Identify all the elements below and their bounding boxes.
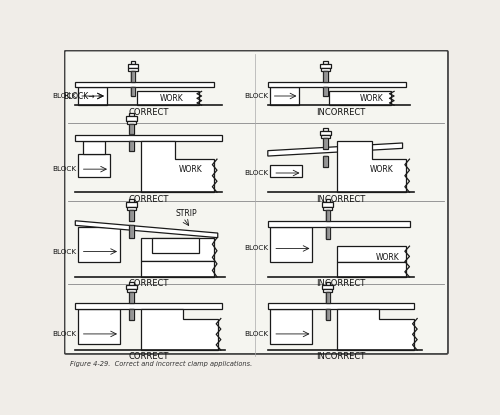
Bar: [78, 154, 110, 177]
Bar: [268, 82, 406, 87]
Bar: [129, 281, 134, 285]
Bar: [320, 131, 331, 135]
Bar: [323, 289, 332, 292]
Bar: [128, 63, 138, 68]
Bar: [128, 68, 138, 71]
Bar: [330, 91, 391, 105]
Bar: [127, 121, 136, 124]
Text: INCORRECT: INCORRECT: [316, 195, 366, 205]
Bar: [322, 285, 334, 289]
Polygon shape: [337, 309, 414, 350]
Bar: [326, 309, 330, 320]
Text: CORRECT: CORRECT: [128, 279, 168, 288]
Bar: [321, 68, 330, 71]
Bar: [76, 303, 222, 309]
Text: CORRECT: CORRECT: [128, 352, 168, 361]
Bar: [141, 261, 214, 277]
Bar: [323, 207, 332, 210]
Text: WORK: WORK: [370, 165, 394, 173]
Bar: [337, 261, 406, 277]
Bar: [130, 61, 136, 63]
Text: INCORRECT: INCORRECT: [316, 108, 366, 117]
Text: CORRECT: CORRECT: [128, 108, 168, 117]
Text: WORK: WORK: [160, 94, 184, 103]
Bar: [268, 303, 414, 309]
Bar: [322, 202, 334, 207]
Text: WORK: WORK: [179, 165, 203, 173]
Bar: [326, 210, 330, 221]
Bar: [78, 87, 107, 105]
Bar: [268, 221, 410, 227]
Bar: [321, 135, 330, 138]
Text: INCORRECT: INCORRECT: [316, 352, 366, 361]
Text: BLOCK: BLOCK: [52, 249, 76, 254]
Bar: [129, 141, 134, 151]
Bar: [129, 113, 134, 116]
Bar: [129, 210, 134, 221]
Bar: [270, 87, 300, 105]
Polygon shape: [268, 143, 402, 156]
Bar: [126, 285, 137, 289]
Bar: [83, 141, 104, 154]
Polygon shape: [76, 221, 218, 238]
Bar: [129, 309, 134, 320]
Bar: [78, 227, 120, 261]
Bar: [130, 87, 136, 96]
Bar: [76, 134, 222, 141]
Bar: [320, 63, 331, 68]
Bar: [270, 309, 312, 344]
Text: Figure 4-29.  Correct and incorrect clamp applications.: Figure 4-29. Correct and incorrect clamp…: [70, 361, 252, 367]
Bar: [323, 156, 328, 167]
Bar: [326, 199, 330, 202]
Text: BLOCK: BLOCK: [244, 245, 268, 251]
Bar: [129, 199, 134, 202]
Bar: [270, 227, 312, 261]
Bar: [130, 71, 136, 82]
Text: BLOCK: BLOCK: [52, 166, 76, 172]
Text: BLOCK: BLOCK: [244, 331, 268, 337]
Bar: [323, 87, 328, 96]
Bar: [326, 281, 330, 285]
Text: STRIP: STRIP: [176, 209, 197, 217]
Bar: [270, 165, 302, 177]
Bar: [323, 138, 328, 149]
Bar: [323, 71, 328, 82]
Text: BLOCK: BLOCK: [244, 170, 268, 176]
Bar: [129, 225, 134, 238]
Text: BLOCK: BLOCK: [52, 93, 76, 99]
Bar: [152, 238, 198, 253]
Text: BLOCK: BLOCK: [52, 331, 76, 337]
Text: INCORRECT: INCORRECT: [316, 279, 366, 288]
Text: BLOCK→: BLOCK→: [63, 91, 94, 100]
Bar: [76, 82, 214, 87]
Bar: [326, 227, 330, 239]
Text: WORK: WORK: [376, 253, 399, 262]
Bar: [326, 292, 330, 303]
Bar: [323, 127, 328, 131]
FancyBboxPatch shape: [64, 51, 448, 354]
Text: WORK: WORK: [360, 94, 384, 103]
Bar: [127, 207, 136, 210]
Polygon shape: [337, 141, 406, 192]
Polygon shape: [141, 309, 218, 350]
Bar: [129, 292, 134, 303]
Bar: [129, 124, 134, 134]
Bar: [137, 91, 198, 105]
Bar: [127, 289, 136, 292]
Bar: [78, 309, 120, 344]
Bar: [337, 246, 406, 261]
Text: CORRECT: CORRECT: [128, 195, 168, 205]
Bar: [126, 116, 137, 121]
Text: BLOCK: BLOCK: [244, 93, 268, 99]
Bar: [141, 238, 214, 261]
Bar: [323, 61, 328, 63]
Polygon shape: [141, 141, 214, 192]
Bar: [126, 202, 137, 207]
